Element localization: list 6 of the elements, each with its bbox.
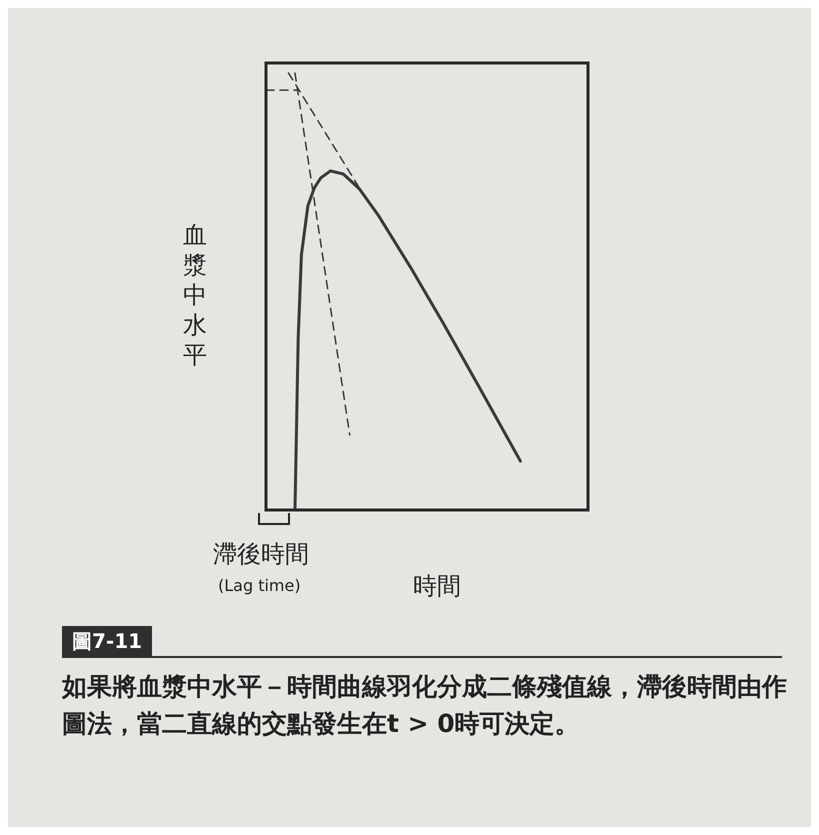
text: 如果將血漿中水平－時間曲線羽化分成二條殘值線，滯後時間由作圖法，當二直線的交點發生在t > 0時可決定。 bbox=[62, 671, 787, 740]
text: (Lag time) bbox=[218, 576, 301, 595]
caption: 圖7-11 bbox=[62, 626, 152, 657]
text: 滯後時間 bbox=[213, 539, 309, 570]
x-axis-title: 時間 bbox=[413, 571, 461, 602]
y-axis-title: 血漿中水平 bbox=[182, 220, 208, 370]
